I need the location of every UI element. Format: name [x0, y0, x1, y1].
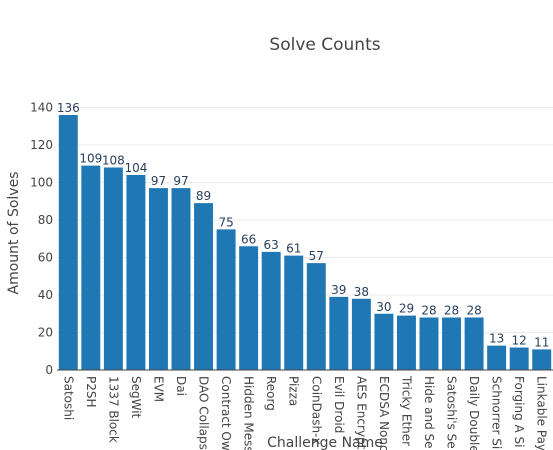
bar[interactable]: [509, 347, 529, 371]
x-tick-label: Daily Double: [467, 376, 481, 450]
bar[interactable]: [419, 317, 439, 371]
x-tick-label: ECDSA Nonc: [377, 376, 391, 450]
data-label: 12: [512, 334, 527, 348]
bar[interactable]: [216, 229, 236, 370]
x-tick-label: AES Encrypt: [354, 376, 368, 450]
data-label: 38: [354, 285, 369, 299]
data-label: 61: [286, 242, 301, 256]
x-tick-label: 1337 Block: [106, 376, 120, 443]
y-tick-label: 40: [38, 288, 53, 302]
y-tick-label: 140: [30, 101, 53, 115]
x-tick-label: CoinDash-x: [309, 376, 323, 445]
x-tick-label: Linkable Pay: [535, 376, 549, 450]
bar[interactable]: [126, 175, 146, 370]
x-tick-label: Satoshi's Se: [445, 376, 459, 449]
x-tick-label: Schnorrer Si: [490, 376, 504, 449]
bar[interactable]: [442, 317, 462, 371]
bar[interactable]: [261, 251, 281, 370]
data-label: 108: [102, 154, 125, 168]
x-tick-label: Tricky Ether: [399, 375, 413, 446]
bar[interactable]: [194, 203, 214, 370]
bar[interactable]: [239, 246, 259, 370]
x-tick-label: DAO Collaps: [197, 376, 211, 450]
x-axis-title: Challenge Name: [267, 435, 383, 450]
data-label: 28: [421, 304, 436, 318]
data-label: 104: [124, 161, 147, 175]
bar[interactable]: [351, 298, 371, 370]
x-tick-label: Hidden Mess: [242, 376, 256, 450]
data-label: 29: [399, 302, 414, 316]
data-label: 109: [79, 152, 102, 166]
bar[interactable]: [396, 315, 416, 370]
data-label: 13: [489, 332, 504, 346]
y-tick-label: 60: [38, 251, 53, 265]
data-label: 39: [331, 283, 346, 297]
data-label: 89: [196, 189, 211, 203]
y-tick-label: 80: [38, 213, 53, 227]
data-label: 66: [241, 232, 256, 246]
data-label: 11: [534, 335, 549, 349]
bar[interactable]: [464, 317, 484, 371]
x-tick-label: Contract Ow: [219, 376, 233, 450]
data-label: 136: [57, 101, 80, 115]
y-tick-labels: 0 20 40 60 80 100 120 140: [30, 101, 53, 378]
bar[interactable]: [148, 188, 168, 370]
x-tick-label: EVM: [151, 376, 165, 402]
x-tick-label: Evil Droid: [332, 376, 346, 433]
bar[interactable]: [103, 167, 123, 371]
y-tick-label: 120: [30, 138, 53, 152]
y-tick-label: 0: [45, 363, 53, 377]
bar[interactable]: [58, 115, 78, 370]
bar[interactable]: [329, 296, 349, 370]
y-axis-title: Amount of Solves: [6, 172, 22, 295]
bars: [58, 115, 552, 371]
chart-title: Solve Counts: [269, 35, 380, 55]
y-tick-label: 100: [30, 176, 53, 190]
x-tick-label: P2SH: [84, 376, 98, 408]
x-tick-label: Forging A Si: [512, 376, 526, 448]
x-tick-label: Hide and Se: [422, 376, 436, 449]
bar[interactable]: [81, 165, 101, 370]
data-label: 28: [466, 304, 481, 318]
x-tick-label: Reorg: [264, 376, 278, 411]
data-label: 30: [376, 300, 391, 314]
data-label: 97: [173, 174, 188, 188]
bar[interactable]: [487, 345, 507, 370]
bar[interactable]: [306, 263, 326, 370]
x-tick-label: SegWit: [129, 376, 143, 419]
bar[interactable]: [171, 188, 191, 370]
y-tick-label: 20: [38, 326, 53, 340]
data-label: 57: [309, 249, 324, 263]
x-tick-label: Satoshi: [61, 376, 75, 420]
bar[interactable]: [284, 255, 304, 370]
x-tick-labels: Satoshi P2SH 1337 Block SegWit EVM Dai DAO Col…: [61, 375, 548, 450]
data-label: 63: [264, 238, 279, 252]
x-tick-label: Pizza: [287, 376, 301, 406]
bar[interactable]: [374, 313, 394, 370]
bar[interactable]: [532, 349, 552, 370]
data-label: 75: [218, 215, 233, 229]
data-label: 97: [151, 174, 166, 188]
data-label: 28: [444, 304, 459, 318]
x-tick-label: Dai: [174, 376, 188, 396]
